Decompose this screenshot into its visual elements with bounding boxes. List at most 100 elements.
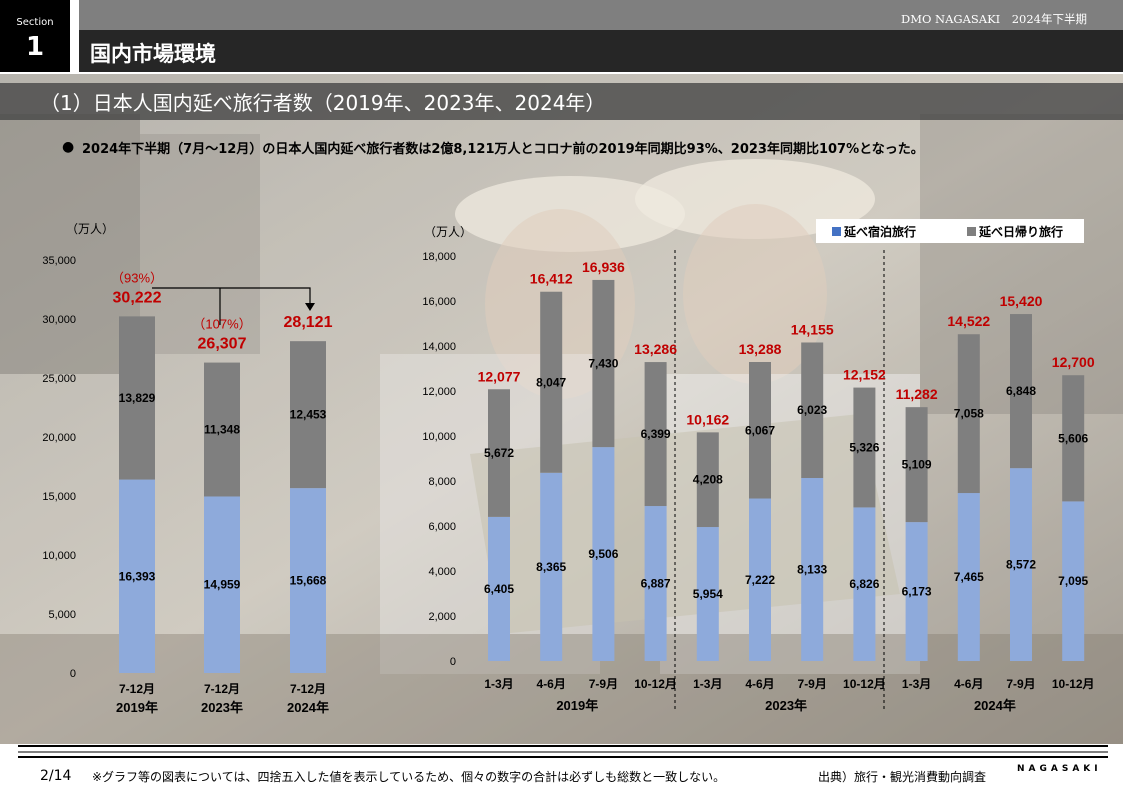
chart1-labels: 16,393 13,829 30,222 （93%） 14,959 11,348 26,30… [111, 270, 333, 591]
y-tick-label: 8,000 [428, 476, 456, 488]
total-label: 13,288 [739, 341, 782, 357]
section-badge: Section 1 [0, 0, 70, 72]
value-label: 8,572 [1006, 558, 1036, 572]
x-tick-label: 4-6月 [745, 677, 774, 691]
y-tick-label: 16,000 [422, 296, 456, 308]
y-tick-label: 0 [450, 656, 456, 668]
year-label: 2023年 [765, 698, 807, 713]
half-year-chart: （万人） 0 5,000 10,000 15,000 20,000 25,000 30,00… [42, 222, 333, 715]
bar-overnight [1010, 468, 1032, 661]
bar-overnight [696, 527, 719, 661]
bar-daytrip [749, 361, 771, 499]
value-label: 6,826 [849, 577, 879, 591]
legend-background [816, 219, 1084, 243]
legend-swatch-daytrip [967, 227, 976, 236]
year-label: 2023年 [201, 700, 243, 715]
value-label: 6,173 [902, 585, 932, 599]
y-tick-label: 4,000 [428, 566, 456, 578]
total-label: 26,307 [198, 336, 247, 353]
chart2-labels: 6,405 5,672 12,077 8,365 8,047 16,412 9,506 7,4… [478, 259, 1095, 601]
bar-overnight [540, 472, 563, 661]
nagasaki-logo: NAGASAKI [1017, 764, 1102, 774]
total-label: 10,162 [686, 411, 729, 427]
value-label: 14,959 [204, 578, 241, 592]
bar-overnight [488, 516, 510, 661]
bar-daytrip [592, 279, 615, 448]
page-title: 国内市場環境 [90, 42, 216, 66]
footer-rule [18, 745, 1108, 758]
year-label: 2024年 [287, 700, 329, 715]
y-tick-label: 2,000 [428, 611, 456, 623]
value-label: 6,399 [641, 427, 671, 441]
legend-swatch-overnight [832, 227, 841, 236]
total-label: 15,420 [1000, 293, 1043, 309]
legend-label-daytrip: 延べ日帰り旅行 [978, 224, 1063, 239]
y-tick-label: 15,000 [42, 491, 76, 503]
value-label: 6,067 [745, 423, 775, 437]
chart2-x-axis: 1-3月 4-6月 7-9月 10-12月 1-3月 4-6月 7-9月 10-12月 1-3月… [484, 677, 1094, 713]
bar-overnight [801, 478, 824, 661]
y-tick-label: 25,000 [42, 373, 76, 385]
value-label: 13,829 [119, 391, 156, 405]
x-tick-label: 7-12月 [204, 682, 240, 696]
y-tick-label: 14,000 [422, 341, 456, 353]
x-tick-label: 10-12月 [843, 677, 886, 691]
year-label: 2024年 [974, 698, 1016, 713]
page-number: 2/14 [40, 768, 72, 784]
bar-daytrip [801, 342, 824, 479]
total-label: 12,700 [1052, 354, 1095, 370]
document-brand: DMO NAGASAKI 2024年下半期 [900, 12, 1087, 26]
y-tick-label: 20,000 [42, 432, 76, 444]
x-tick-label: 10-12月 [634, 677, 677, 691]
total-label: 28,121 [284, 314, 333, 331]
quarterly-chart: （万人） 延べ宿泊旅行 延べ日帰り旅行 0 2,000 4,000 6,000 8,00… [422, 219, 1095, 713]
total-label: 13,286 [634, 341, 677, 357]
total-label: 14,522 [947, 313, 990, 329]
bar-daytrip [119, 316, 155, 480]
x-tick-label: 7-12月 [290, 682, 326, 696]
value-label: 7,465 [954, 570, 984, 584]
x-tick-label: 4-6月 [537, 677, 566, 691]
y-tick-label: 0 [70, 668, 76, 680]
chart2-unit-label: （万人） [424, 225, 472, 239]
value-label: 6,405 [484, 582, 514, 596]
y-tick-label: 18,000 [422, 251, 456, 263]
total-label: 14,155 [791, 321, 834, 337]
total-label: 16,936 [582, 259, 625, 275]
chart1-bars [119, 316, 326, 673]
value-label: 7,058 [954, 407, 984, 421]
value-label: 5,109 [902, 458, 932, 472]
value-label: 4,208 [693, 473, 723, 487]
legend-label-overnight: 延べ宿泊旅行 [843, 224, 916, 239]
summary-text: 2024年下半期（7月～12月）の日本人国内延べ旅行者数は2億8,121万人とコ… [82, 142, 924, 157]
subtitle-bar [0, 83, 1123, 120]
total-label: 30,222 [113, 289, 162, 306]
value-label: 7,222 [745, 573, 775, 587]
bar-daytrip [644, 362, 667, 507]
y-tick-label: 30,000 [42, 314, 76, 326]
source-note: 出典）旅行・観光消費動向調査 [818, 770, 987, 784]
value-label: 6,848 [1006, 384, 1036, 398]
x-tick-label: 7-9月 [589, 677, 618, 691]
year-label: 2019年 [556, 698, 598, 713]
bar-overnight [644, 506, 667, 661]
value-label: 15,668 [290, 574, 327, 588]
footnote: ※グラフ等の図表については、四捨五入した値を表示しているため、個々の数字の合計は… [92, 770, 726, 784]
bar-daytrip [540, 291, 563, 473]
bar-overnight [592, 447, 615, 661]
bar-daytrip [853, 387, 876, 508]
x-tick-label: 1-3月 [484, 677, 513, 691]
value-label: 7,430 [588, 357, 618, 371]
section-number: 1 [25, 32, 45, 62]
bar-overnight [905, 522, 928, 661]
y-tick-label: 12,000 [422, 386, 456, 398]
comparison-arrowhead [305, 303, 315, 311]
bar-overnight [853, 507, 876, 661]
y-tick-label: 10,000 [422, 431, 456, 443]
section-subtitle: （1）日本人国内延べ旅行者数（2019年、2023年、2024年） [40, 91, 606, 115]
bar-daytrip [290, 341, 326, 489]
chart1-x-axis: 7-12月 2019年 7-12月 2023年 7-12月 2024年 [116, 682, 329, 715]
comparison-arrow [152, 287, 311, 305]
total-label: 11,282 [896, 386, 938, 402]
value-label: 5,606 [1058, 431, 1088, 445]
